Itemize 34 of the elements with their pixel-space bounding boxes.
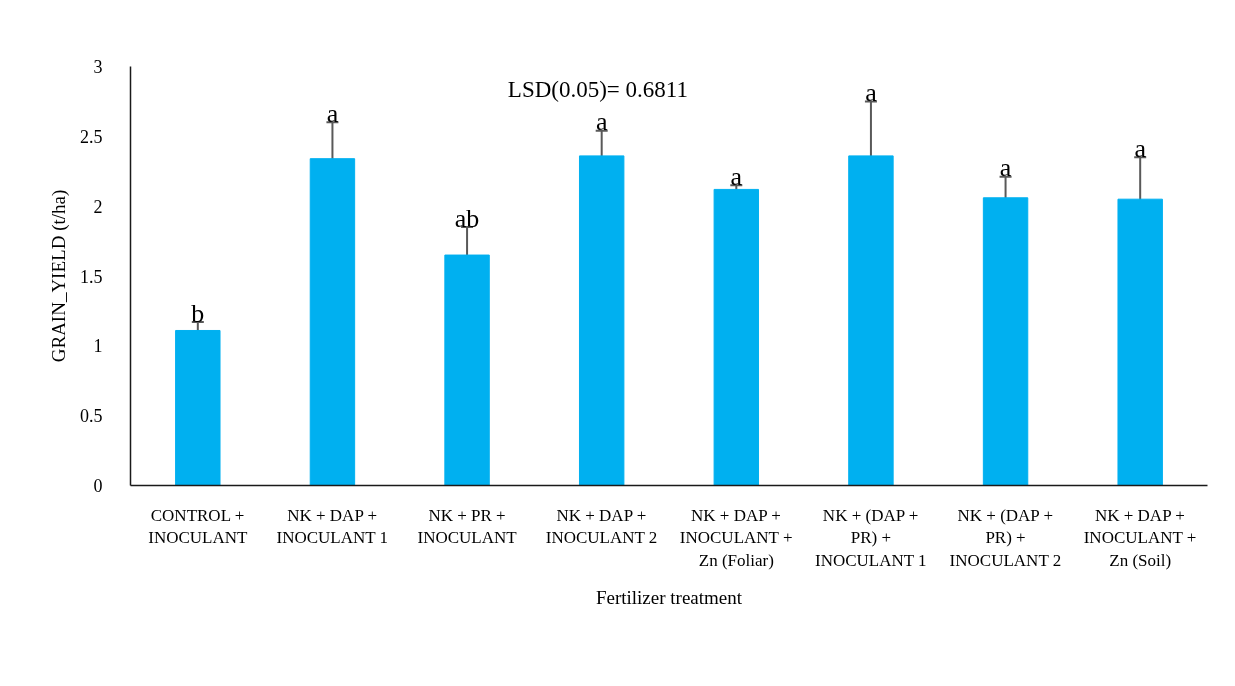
x-tick-label: NK + DAP + INOCULANT + Zn (Foliar)	[679, 505, 793, 571]
annotation: a	[865, 77, 878, 107]
y-tick-label: 0	[93, 476, 103, 496]
y-axis-title: GRAIN_YIELD (t/ha)	[48, 189, 70, 363]
annotation: b	[191, 298, 205, 328]
x-tick-label: NK + (DAP + PR) + INOCULANT 1	[814, 505, 927, 571]
annotation: a	[1134, 133, 1147, 163]
bar	[578, 155, 625, 486]
x-axis-title: Fertilizer treatment	[595, 587, 743, 609]
x-tick-label: CONTROL + INOCULANT	[148, 505, 248, 548]
y-tick-label: 0.5	[80, 406, 103, 427]
x-tick-label: NK + DAP + INOCULANT + Zn (Soil)	[1083, 505, 1197, 571]
y-tick-label: 2	[93, 196, 103, 217]
bar	[444, 254, 490, 486]
x-tick-label: NK + PR + INOCULANT	[417, 505, 518, 548]
y-tick-label: 1	[93, 336, 103, 357]
bar	[175, 329, 221, 486]
bar	[309, 158, 356, 486]
bar	[982, 197, 1029, 486]
bar	[1117, 198, 1163, 486]
annotation: a	[730, 161, 743, 191]
annotation: LSD(0.05)= 0.6811	[507, 77, 688, 103]
y-tick-label: 1.5	[80, 266, 103, 287]
annotation: ab	[454, 203, 480, 233]
annotation: a	[999, 153, 1012, 183]
y-tick-label: 3	[93, 57, 103, 77]
annotation: a	[326, 98, 339, 128]
bar	[713, 188, 760, 486]
x-tick-label: NK + (DAP + PR) + INOCULANT 2	[949, 505, 1062, 571]
annotation: a	[595, 107, 608, 137]
x-tick-label: NK + DAP + INOCULANT 1	[276, 505, 389, 548]
bar	[848, 155, 894, 486]
x-tick-label: NK + DAP + INOCULANT 2	[545, 505, 658, 548]
y-tick-label: 2.5	[80, 126, 103, 147]
